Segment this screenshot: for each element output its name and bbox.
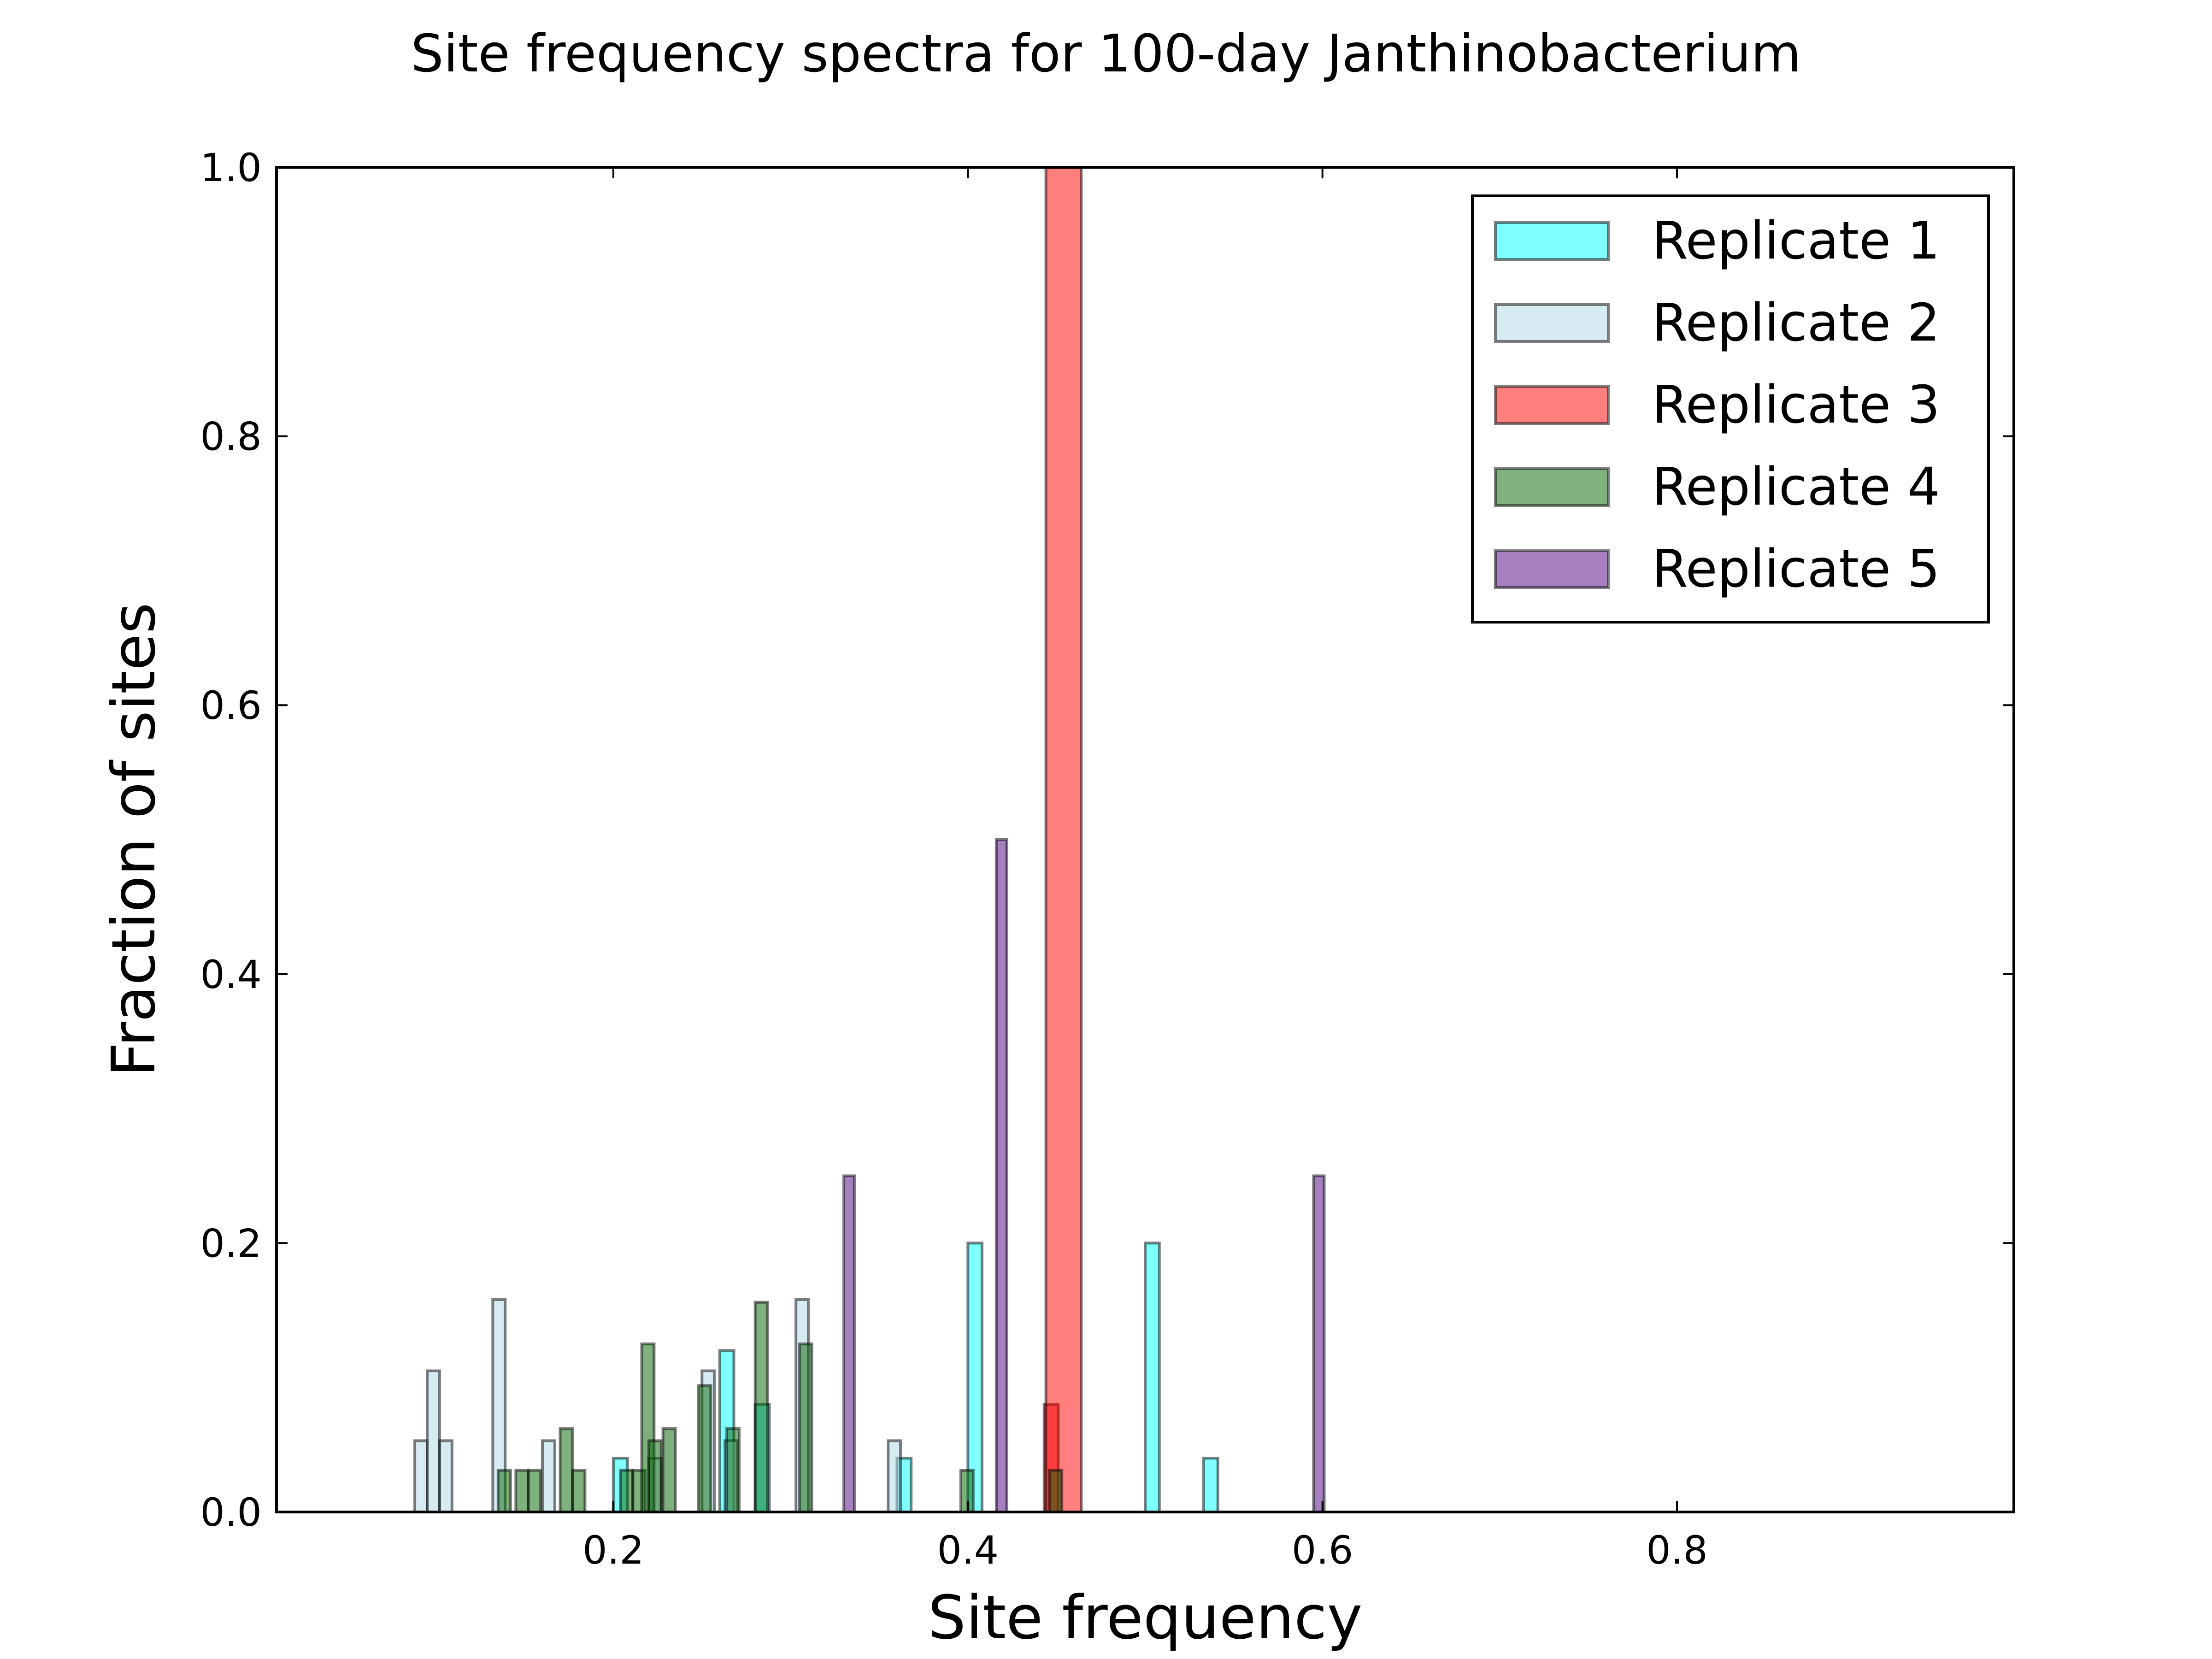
legend-swatch-replicate-4 (1494, 467, 1610, 507)
legend-label-replicate-4: Replicate 4 (1652, 457, 1940, 517)
bar-replicate-4-4 (559, 1427, 574, 1513)
bar-replicate-4-3 (527, 1469, 542, 1513)
chart-title: Site frequency spectra for 100-day Janth… (411, 24, 1801, 84)
legend: Replicate 1 Replicate 2 Replicate 3 Replica… (1471, 194, 1990, 624)
bar-replicate-1-7 (1202, 1457, 1219, 1514)
bar-replicate-4-11 (697, 1384, 712, 1513)
bar-replicate-1-5 (966, 1241, 984, 1513)
bar-replicate-2-1 (413, 1439, 429, 1513)
legend-label-replicate-1: Replicate 1 (1652, 211, 1940, 271)
bar-replicate-2-2 (425, 1369, 441, 1514)
legend-label-replicate-2: Replicate 2 (1652, 293, 1940, 353)
bar-replicate-4-2 (514, 1469, 530, 1513)
x-axis-label: Site frequency (928, 1583, 1363, 1653)
y-tick-label: 0.0 (200, 1490, 262, 1535)
bar-replicate-2-3 (438, 1439, 453, 1513)
bar-replicate-2-10 (887, 1439, 902, 1513)
bars-layer (413, 166, 1326, 1514)
y-axis-label: Fraction of sites (99, 602, 169, 1077)
y-tick-label: 1.0 (200, 145, 262, 190)
bar-replicate-5-1 (842, 1174, 856, 1513)
bar-replicate-4-10 (661, 1427, 677, 1513)
legend-label-replicate-3: Replicate 3 (1652, 375, 1940, 435)
bar-replicate-4-5 (571, 1469, 587, 1513)
legend-swatch-replicate-1 (1494, 221, 1610, 261)
x-tick-label: 0.4 (937, 1528, 999, 1573)
legend-swatch-replicate-5 (1494, 549, 1610, 589)
legend-swatch-replicate-3 (1494, 385, 1610, 425)
legend-items: Replicate 1 Replicate 2 Replicate 3 Replica… (1494, 211, 1940, 599)
x-tick-label: 0.8 (1646, 1528, 1708, 1573)
bar-replicate-4-16 (1048, 1469, 1064, 1513)
y-tick-label: 0.6 (200, 683, 262, 728)
bar-replicate-4-12 (725, 1427, 741, 1513)
bar-replicate-4-13 (753, 1300, 769, 1513)
x-tick-label: 0.2 (582, 1528, 644, 1573)
y-tick-label: 0.8 (200, 414, 262, 459)
bar-replicate-3-2 (1044, 166, 1083, 1513)
y-tick-label: 0.2 (200, 1221, 262, 1266)
bar-replicate-5-2 (994, 838, 1008, 1513)
bar-replicate-5-3 (1312, 1174, 1326, 1513)
bar-replicate-2-5 (541, 1439, 556, 1513)
bar-replicate-4-1 (496, 1469, 512, 1513)
plot-frame (275, 166, 2015, 1513)
x-tick-label: 0.6 (1292, 1528, 1353, 1573)
legend-swatch-replicate-2 (1494, 303, 1610, 343)
bar-replicate-4-9 (647, 1439, 663, 1513)
bar-replicate-4-6 (619, 1469, 635, 1513)
y-tick-label: 0.4 (200, 952, 262, 997)
legend-label-replicate-5: Replicate 5 (1652, 539, 1940, 599)
bar-replicate-4-14 (798, 1342, 813, 1513)
bar-replicate-1-6 (1144, 1241, 1161, 1513)
y-axis: 0.0 0.2 0.4 0.6 0.8 1.0 (200, 145, 2014, 1535)
x-axis: 0.2 0.4 0.6 0.8 (582, 167, 1708, 1573)
